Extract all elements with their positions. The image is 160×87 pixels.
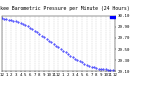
Text: Milwaukee Barometric Pressure per Minute (24 Hours): Milwaukee Barometric Pressure per Minute… bbox=[0, 6, 129, 11]
